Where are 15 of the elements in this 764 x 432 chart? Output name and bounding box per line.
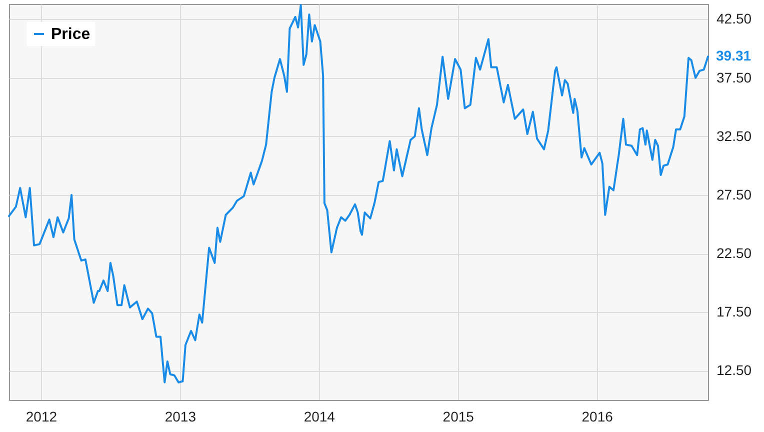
y-tick-label: 42.50 xyxy=(716,10,752,27)
annotation: 39.31 xyxy=(716,48,752,64)
x-tick-label: 2016 xyxy=(582,408,614,424)
x-tick-label: 2015 xyxy=(442,408,474,424)
y-tick-label: 22.50 xyxy=(716,245,752,262)
y-tick-label: 12.50 xyxy=(716,362,752,378)
y-tick-label: 37.50 xyxy=(716,69,752,86)
line-series xyxy=(8,4,709,384)
y-tick-label: 17.50 xyxy=(716,304,752,320)
y-tick-label: 27.50 xyxy=(716,186,752,202)
x-tick-label: 2013 xyxy=(164,408,196,424)
y-tick-label: 32.50 xyxy=(716,128,752,144)
x-tick-label: 2012 xyxy=(26,408,58,424)
x-tick-label: 2014 xyxy=(304,408,336,424)
legend-label: Price xyxy=(51,26,90,43)
